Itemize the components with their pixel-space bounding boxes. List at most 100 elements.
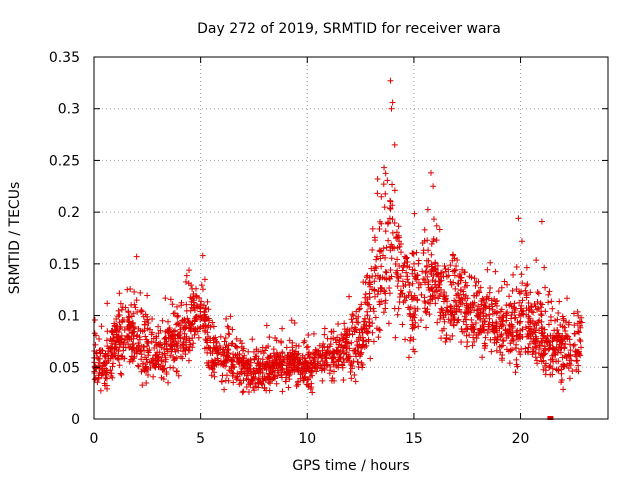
data-point [257,348,264,355]
data-point [378,193,385,200]
data-point [524,281,531,288]
data-point [573,366,580,373]
data-point [161,345,168,352]
data-point [149,355,156,362]
data-point [558,377,565,384]
data-point [504,309,511,316]
data-point [149,361,156,368]
data-point [212,344,219,351]
data-point [348,365,355,372]
data-point [143,380,150,387]
data-point [310,330,317,337]
data-point [149,316,156,323]
data-point [215,349,222,356]
data-point [275,353,282,360]
data-point [380,181,387,188]
data-point [424,237,431,244]
data-point [93,349,100,356]
data-point [414,272,421,279]
data-point [369,225,376,232]
data-point [372,314,379,321]
data-point [493,347,500,354]
data-point [244,358,251,365]
data-point [527,289,534,296]
data-point [236,381,243,388]
data-point [217,345,224,352]
data-point [402,297,409,304]
data-point [226,331,233,338]
data-point [371,293,378,300]
data-point [382,170,389,177]
data-point [406,288,413,295]
data-point [395,223,402,230]
data-point [525,300,532,307]
data-point [328,377,335,384]
data-point [475,311,482,318]
data-point [202,305,209,312]
data-point [192,292,199,299]
data-point [409,322,416,329]
data-point [143,368,150,375]
data-point [488,348,495,355]
data-point [526,340,533,347]
data-point [183,344,190,351]
data-point [295,343,302,350]
data-point [366,294,373,301]
data-point [526,315,533,322]
data-point [291,320,298,327]
data-point [180,348,186,355]
data-point [273,380,280,387]
data-point [473,307,480,314]
data-point [519,333,526,340]
data-point [348,375,355,382]
data-point [144,292,151,299]
data-point [136,336,143,343]
data-point [363,274,370,281]
x-tick-label: 15 [405,431,423,447]
data-point [432,294,439,301]
data-point [468,323,475,330]
data-point [158,358,165,365]
data-point [266,334,273,341]
data-point [348,339,355,346]
data-point [392,261,399,268]
data-point [115,339,122,346]
data-point [482,342,489,349]
data-point [409,280,416,287]
data-point [194,313,201,320]
data-point [116,319,123,326]
data-point [143,343,150,350]
data-point [148,338,155,345]
data-point [295,381,302,388]
data-point [223,356,230,363]
data-point [529,351,536,358]
y-tick-label: 0.1 [58,309,80,325]
data-point [486,305,493,312]
data-point [445,316,452,323]
data-point [213,339,220,346]
data-point [403,269,410,276]
data-point [528,303,535,310]
data-point [456,270,463,277]
data-point [454,317,461,324]
data-point [179,317,186,324]
data-point [363,328,370,335]
data-point [316,342,323,349]
data-point [138,368,145,375]
data-point [532,326,539,333]
data-point [144,340,151,347]
data-point [383,269,390,276]
data-point [391,220,398,227]
data-point [211,369,218,376]
data-point [440,325,447,332]
data-point [547,356,554,363]
data-point [567,347,574,354]
data-point [389,202,396,209]
data-point [141,321,148,328]
data-point [167,364,174,371]
data-point [376,226,383,233]
data-point [508,315,515,322]
data-point [447,262,454,269]
data-point [139,382,146,389]
data-point [357,344,364,351]
